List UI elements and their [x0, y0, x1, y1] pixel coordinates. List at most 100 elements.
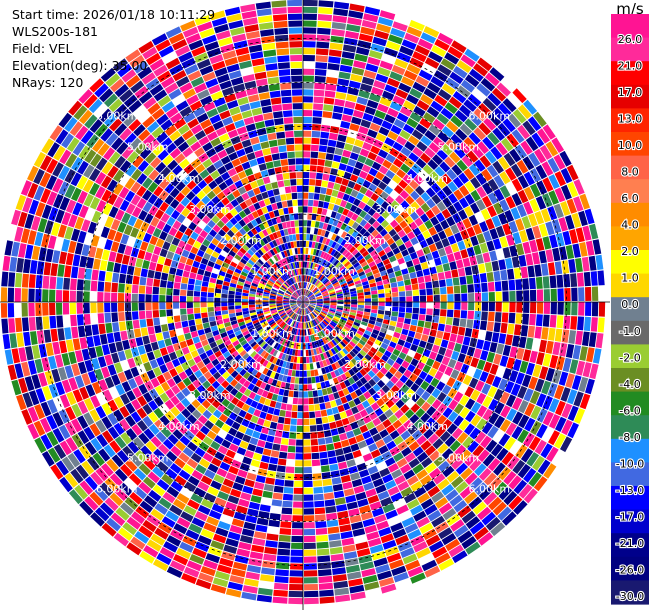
gate-cell: [319, 286, 326, 291]
gate-cell: [303, 137, 311, 144]
gate-cell: [573, 179, 585, 195]
gate-cell: [320, 288, 327, 293]
gate-cell: [307, 292, 313, 298]
gate-cell: [397, 257, 405, 265]
gate-cell: [303, 27, 317, 34]
gate-cell: [332, 268, 339, 275]
gate-cell: [396, 112, 409, 123]
gate-cell: [308, 241, 313, 248]
gate-cell: [378, 249, 386, 257]
gate-cell: [305, 282, 309, 289]
gate-cell: [387, 130, 399, 141]
gate-cell: [303, 213, 308, 220]
gate-cell: [328, 217, 335, 225]
gate-cell: [415, 207, 425, 217]
gate-cell: [414, 264, 422, 272]
gate-cell: [545, 249, 554, 263]
gate-cell: [355, 283, 362, 288]
gate-cell: [317, 14, 333, 22]
gate-cell: [307, 220, 312, 227]
gate-cell: [531, 132, 545, 148]
gate-cell: [317, 228, 323, 236]
gate-cell: [380, 270, 388, 277]
gate-cell: [393, 118, 406, 129]
gate-cell: [360, 261, 368, 268]
gate-cell: [303, 282, 305, 289]
gate-cell: [303, 297, 308, 302]
gate-cell: [527, 265, 535, 278]
gate-cell: [305, 275, 308, 282]
gate-cell: [372, 253, 380, 261]
gate-cell: [348, 282, 355, 287]
gate-cell: [323, 201, 330, 209]
gate-cell: [332, 281, 339, 287]
gate-cell: [403, 100, 416, 111]
gate-cell: [344, 304, 351, 307]
gate-cell: [398, 307, 406, 313]
gate-cell: [474, 311, 481, 320]
gate-cell: [388, 228, 397, 237]
gate-cell: [429, 171, 441, 182]
gate-cell: [375, 73, 389, 84]
gate-cell: [320, 229, 326, 237]
gate-cell: [376, 215, 385, 224]
gate-cell: [354, 251, 362, 259]
gate-cell: [378, 149, 389, 159]
gate-cell: [459, 123, 473, 136]
gate-cell: [400, 200, 410, 210]
gate-cell: [315, 264, 320, 271]
gate-cell: [454, 293, 461, 302]
gate-cell: [441, 126, 454, 138]
gate-cell: [371, 202, 381, 211]
gate-cell: [381, 241, 389, 250]
gate-cell: [315, 62, 328, 70]
gate-cell: [318, 152, 326, 160]
gate-cell: [303, 123, 312, 130]
gate-cell: [307, 206, 313, 213]
gate-cell: [334, 285, 341, 290]
gate-cell: [491, 215, 502, 228]
gate-cell: [326, 285, 333, 290]
gate-cell: [420, 202, 431, 213]
gate-cell: [303, 299, 309, 302]
gate-cell: [368, 183, 378, 192]
gate-cell: [464, 193, 475, 205]
gate-cell: [585, 286, 592, 301]
gate-cell: [345, 202, 353, 210]
gate-cell: [367, 129, 378, 139]
gate-cell: [392, 141, 404, 152]
gate-cell: [328, 56, 341, 64]
gate-cell: [519, 229, 529, 243]
gate-cell: [342, 44, 357, 53]
gate-cell: [320, 266, 325, 274]
gate-cell: [441, 173, 452, 185]
gate-cell: [307, 254, 311, 262]
gate-cell: [425, 236, 435, 246]
gate-cell: [416, 233, 425, 243]
gate-cell: [307, 275, 310, 282]
gate-cell: [480, 208, 491, 221]
gate-cell: [434, 223, 444, 233]
gate-cell: [316, 299, 323, 302]
gate-cell: [316, 281, 321, 287]
gate-cell: [320, 187, 327, 195]
gate-cell: [317, 27, 331, 35]
gate-cell: [318, 265, 324, 273]
gate-cell: [303, 68, 315, 75]
gate-cell: [448, 96, 463, 109]
gate-cell: [404, 215, 414, 225]
gate-cell: [460, 249, 469, 259]
gate-cell: [303, 192, 309, 199]
gate-cell: [329, 293, 336, 297]
gate-cell: [420, 94, 434, 106]
gate-cell: [305, 282, 308, 289]
gate-cell: [522, 241, 531, 254]
gate-cell: [308, 283, 312, 290]
gate-cell: [404, 32, 420, 44]
gate-cell: [401, 268, 409, 275]
gate-cell: [303, 298, 308, 302]
gate-cell: [335, 212, 342, 221]
gate-cell: [313, 200, 319, 207]
gate-cell: [493, 202, 504, 215]
gate-cell: [399, 190, 410, 200]
